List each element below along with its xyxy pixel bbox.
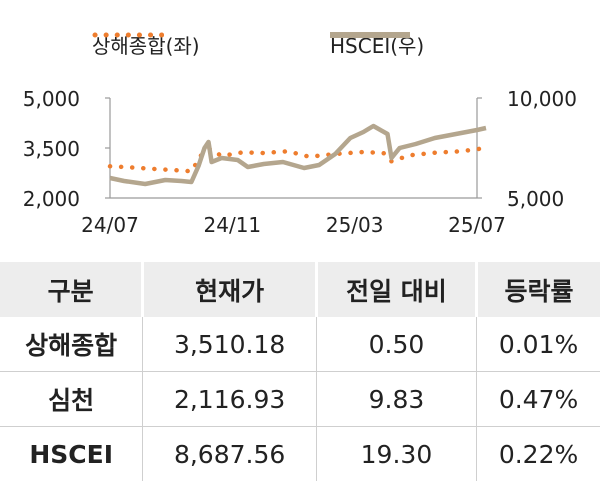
left-tick-label: 5,000 [23,87,80,111]
chart-plot: 5,000 3,500 2,000 10,000 5,000 24/07 24/11 25/0… [0,0,600,258]
left-tick-label: 3,500 [23,137,80,161]
row-price: 3,510.18 [143,317,316,372]
series-line-hscei [110,126,486,184]
row-rate: 0.47% [477,372,600,427]
row-rate: 0.22% [477,427,600,481]
row-change: 9.83 [316,372,476,427]
row-name: 심천 [0,372,143,427]
x-tick-label: 25/03 [326,213,384,237]
index-table: 구분 현재가 전일 대비 등락률 상해종합 3,510.18 0.50 0.01… [0,262,600,481]
x-tick-label: 24/07 [81,213,139,237]
x-tick-label: 24/11 [204,213,262,237]
row-name: HSCEI [0,427,143,481]
header-change: 전일 대비 [316,262,476,317]
header-rate: 등락률 [477,262,600,317]
row-price: 8,687.56 [143,427,316,481]
left-tick-label: 2,000 [23,187,80,211]
table-row: 심천 2,116.93 9.83 0.47% [0,372,600,427]
header-price: 현재가 [143,262,316,317]
right-tick-label: 10,000 [507,87,577,111]
header-category: 구분 [0,262,143,317]
row-rate: 0.01% [477,317,600,372]
table-row: 상해종합 3,510.18 0.50 0.01% [0,317,600,372]
row-name: 상해종합 [0,317,143,372]
right-tick-label: 5,000 [507,187,564,211]
table-header-row: 구분 현재가 전일 대비 등락률 [0,262,600,317]
x-tick-label: 25/07 [448,213,506,237]
row-price: 2,116.93 [143,372,316,427]
row-change: 0.50 [316,317,476,372]
table-row: HSCEI 8,687.56 19.30 0.22% [0,427,600,481]
row-change: 19.30 [316,427,476,481]
